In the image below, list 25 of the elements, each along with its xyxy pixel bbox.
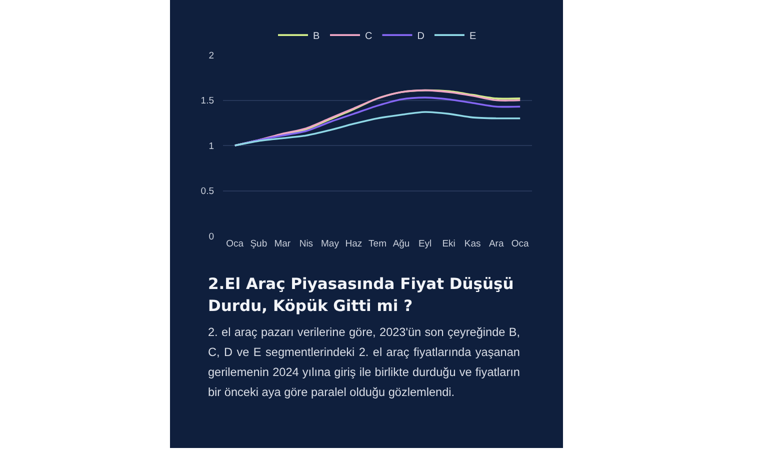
legend-label: D <box>417 30 424 42</box>
y-tick-label: 0 <box>208 231 214 242</box>
x-tick-label: Eyl <box>418 238 432 250</box>
text: 2.El Araç Piyasasında Fiyat Düşüşü Durdu, Köpük Gitti mi ? <box>208 274 515 317</box>
y-tick-label: 0.5 <box>200 186 214 198</box>
y-tick-label: 2 <box>208 50 214 62</box>
x-tick-label: Nis <box>299 238 314 250</box>
x-tick-label: Kas <box>464 238 482 250</box>
y-tick-label: 1 <box>208 140 214 152</box>
y-tick-label: 1.5 <box>200 96 214 107</box>
x-tick-label: Tem <box>368 238 387 250</box>
x-tick-label: Ağu <box>392 238 410 250</box>
x-tick-label: Eki <box>442 238 456 250</box>
x-tick-label: Oca <box>511 238 530 250</box>
x-tick-label: Oca <box>226 238 244 250</box>
x-tick-label: May <box>320 238 340 250</box>
line-series <box>234 111 522 146</box>
x-tick-label: Mar <box>274 238 291 250</box>
legend-label: C <box>365 30 372 42</box>
x-tick-label: Şub <box>250 238 268 250</box>
legend-label: B <box>313 30 320 42</box>
text: 2. el araç pazarı verilerine göre, 2023'ün son çeyreğinde B, C, D ve E segmentlerindeki 2. el araç fiyatlarında yaşanan gerilemenin 2024 yılına giriş ile birlikte durduğu ve fiyatların bir önceki aya göre paralel olduğu gözlemlendi. <box>208 324 520 401</box>
x-tick-label: Haz <box>345 238 362 250</box>
legend-label: E <box>469 30 476 42</box>
x-tick-label: Ara <box>488 238 504 250</box>
